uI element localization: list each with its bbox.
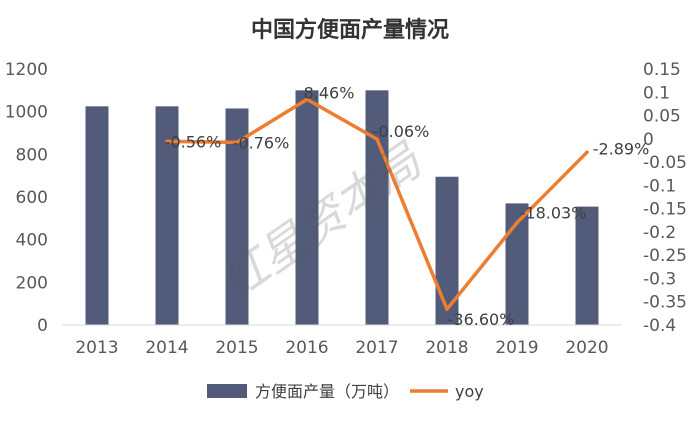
right-axis-tick-label: -0.2 (643, 223, 676, 243)
yoy-point-2016 (305, 97, 309, 102)
bar-series (85, 90, 599, 325)
right-axis-tick-label: -0.4 (643, 316, 676, 336)
legend: 方便面产量（万吨） yoy (207, 382, 484, 401)
left-axis-tick-label: 800 (16, 145, 48, 165)
x-axis-tick-label: 2014 (145, 338, 188, 358)
bar-2020 (575, 206, 599, 325)
x-axis-tick-labels: 2013 2014 2015 2016 2017 2018 2019 2020 (62, 324, 622, 358)
legend-swatch-bar (207, 384, 247, 398)
right-axis-tick-label: 0.1 (643, 83, 670, 103)
bar-2014 (155, 106, 179, 325)
right-axis-tick-label: -0.15 (643, 200, 687, 220)
line-data-labels: -0.56% -0.76% 8.46% -0.06% -36.60% -18.03% -2.… (165, 83, 650, 329)
yoy-point-2015 (235, 140, 239, 145)
x-axis-tick-label: 2013 (75, 338, 118, 358)
x-axis-tick-label: 2017 (355, 338, 398, 358)
yoy-data-label: -36.60% (448, 310, 515, 329)
bar-2015 (225, 108, 249, 325)
left-axis-tick-label: 400 (16, 231, 48, 251)
right-axis-tick-label: -0.05 (643, 153, 687, 173)
right-axis-tick-labels: -0.4 -0.35 -0.3 -0.25 -0.2 -0.15 -0.1 -0.05 0 0.0… (643, 60, 687, 336)
bar-2016 (295, 90, 319, 325)
left-axis-tick-label: 1200 (5, 60, 48, 80)
left-axis-tick-labels: 0 200 400 600 800 1000 1200 (5, 60, 48, 336)
left-axis-tick-label: 1000 (5, 103, 48, 123)
right-axis-tick-label: -0.35 (643, 293, 687, 313)
yoy-point-2020 (585, 150, 589, 155)
right-axis-tick-label: -0.1 (643, 176, 676, 196)
yoy-data-label: -0.56% (165, 132, 222, 151)
yoy-point-2018 (445, 307, 449, 311)
legend-label-bar: 方便面产量（万吨） (255, 382, 399, 401)
line-series (165, 97, 589, 311)
right-axis-tick-label: 0 (643, 130, 654, 150)
bar-2019 (505, 203, 529, 325)
x-axis-tick-label: 2018 (425, 338, 468, 358)
yoy-point-2019 (515, 220, 519, 225)
x-axis-tick-label: 2019 (495, 338, 538, 358)
yoy-data-label: -0.06% (373, 122, 430, 141)
bar-2013 (85, 106, 109, 325)
right-axis-tick-label: -0.25 (643, 246, 687, 266)
yoy-data-label: -18.03% (520, 204, 587, 223)
left-axis-tick-label: 0 (37, 316, 48, 336)
left-axis-tick-label: 600 (16, 188, 48, 208)
yoy-data-label: -0.76% (233, 133, 290, 152)
legend-label-line: yoy (455, 382, 484, 401)
x-axis-tick-label: 2016 (285, 338, 328, 358)
yoy-point-2014 (165, 139, 169, 144)
right-axis-tick-label: 0.15 (643, 60, 681, 80)
bar-2018 (435, 176, 459, 325)
right-axis-tick-label: 0.05 (643, 107, 681, 127)
yoy-point-2017 (375, 137, 379, 141)
chart-title: 中国方便面产量情况 (251, 17, 449, 43)
x-axis-tick-label: 2020 (565, 338, 608, 358)
yoy-data-label: -2.89% (593, 139, 650, 158)
yoy-data-label: 8.46% (304, 83, 355, 102)
x-axis-tick-label: 2015 (215, 338, 258, 358)
right-axis-tick-label: -0.3 (643, 269, 676, 289)
left-axis-tick-label: 200 (16, 273, 48, 293)
